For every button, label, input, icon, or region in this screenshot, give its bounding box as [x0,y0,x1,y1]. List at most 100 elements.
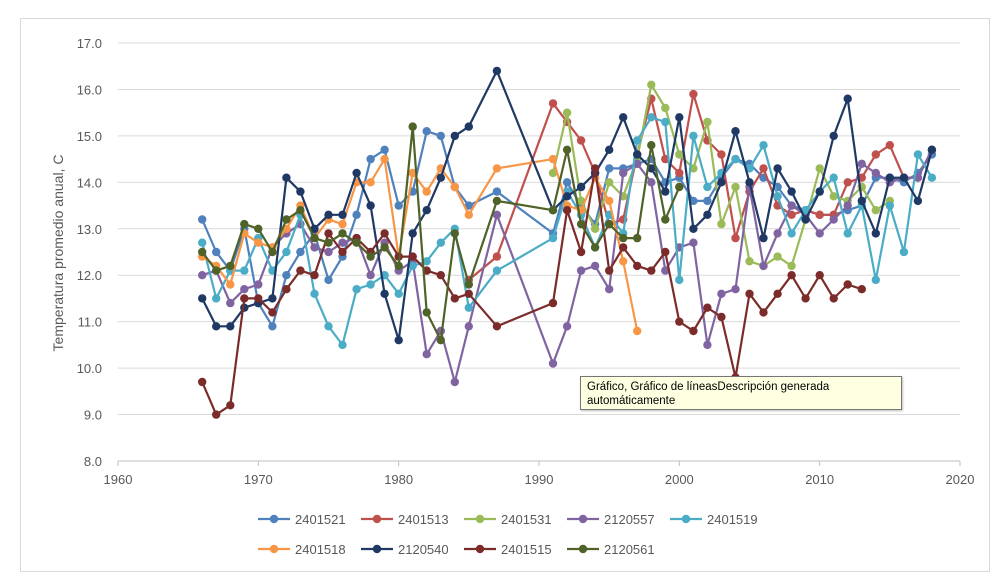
data-point [408,229,417,238]
data-point [268,247,277,257]
legend-label: 2401518 [295,542,346,557]
data-point [492,322,502,331]
data-point [366,280,375,289]
data-point [675,113,684,122]
alt-text-tooltip: Gráfico, Gráfico de líneasDescripción ge… [580,376,902,410]
data-point [661,117,670,127]
data-point [422,127,431,136]
data-point [717,312,726,322]
data-point [843,178,852,187]
data-point [731,127,740,136]
data-point [605,266,614,275]
data-point [198,294,207,303]
data-point [745,257,754,266]
data-point [548,206,558,215]
data-point [675,275,684,285]
x-tick-label: 1990 [525,472,554,487]
data-point [464,303,473,312]
data-point [548,99,558,108]
data-point [576,182,586,192]
x-tick-label: 1960 [104,472,133,487]
data-point [450,377,459,387]
data-point [829,294,838,303]
data-point [661,247,670,257]
data-point [689,238,698,247]
data-point [240,294,249,303]
data-point [226,322,235,331]
x-tick-label: 2010 [805,472,834,487]
legend-swatch-marker [681,514,691,524]
series-line [201,158,639,332]
data-point [605,196,614,206]
data-point [759,164,768,173]
x-tick-label: 2020 [946,472,975,487]
legend-item-2401531: 2401531 [464,512,552,527]
data-point [605,285,614,294]
data-point [282,215,291,224]
y-tick-label: 11.0 [78,315,102,330]
data-point [787,271,796,280]
data-point [815,164,824,173]
data-point [590,164,600,173]
data-point [548,154,558,164]
data-point [647,113,656,122]
data-point [380,243,389,252]
data-point [787,229,796,238]
data-point [450,229,459,238]
data-point [843,280,852,289]
data-point [773,229,782,238]
data-point [675,182,684,192]
data-point [338,238,347,247]
data-point [871,229,880,238]
data-point [310,271,319,280]
data-point [226,280,235,289]
data-point [450,294,459,303]
data-point [492,187,502,196]
legend: 2401521 2401513 2401531 2120557 2401519 24015… [258,512,758,557]
data-point [380,229,389,238]
data-point [352,285,361,294]
data-point [352,168,361,178]
data-point [815,187,824,196]
data-point [492,196,502,206]
data-point [717,178,726,187]
data-point [913,196,923,206]
data-point [703,182,712,192]
data-point [619,168,628,178]
legend-swatch-marker [475,544,485,554]
data-point [731,182,740,192]
y-tick-label: 8.0 [84,454,102,469]
data-point [492,266,502,275]
data-point [212,247,221,257]
data-point [380,154,389,164]
legend-item-2120561: 2120561 [567,542,655,557]
data-point [717,289,726,298]
data-point [829,173,838,182]
data-point [226,401,235,410]
data-point [352,238,361,247]
data-point [871,168,880,178]
legend-item-2401515: 2401515 [464,542,552,557]
data-point [647,80,656,90]
data-point [212,294,221,303]
data-point [689,224,698,233]
data-point [366,271,375,280]
data-point [787,210,796,219]
data-point [464,289,473,298]
data-point [366,252,375,261]
data-point [759,233,768,243]
data-point [576,136,586,145]
data-point [815,210,824,219]
legend-item-2401513: 2401513 [361,512,449,527]
data-point [324,322,333,331]
data-point [198,247,207,257]
data-point [773,289,782,298]
data-point [731,285,740,294]
data-point [801,206,810,215]
data-point [647,178,656,187]
data-point [240,219,249,229]
y-tick-label: 9.0 [84,408,102,423]
data-point [254,280,263,289]
data-point [605,219,614,229]
